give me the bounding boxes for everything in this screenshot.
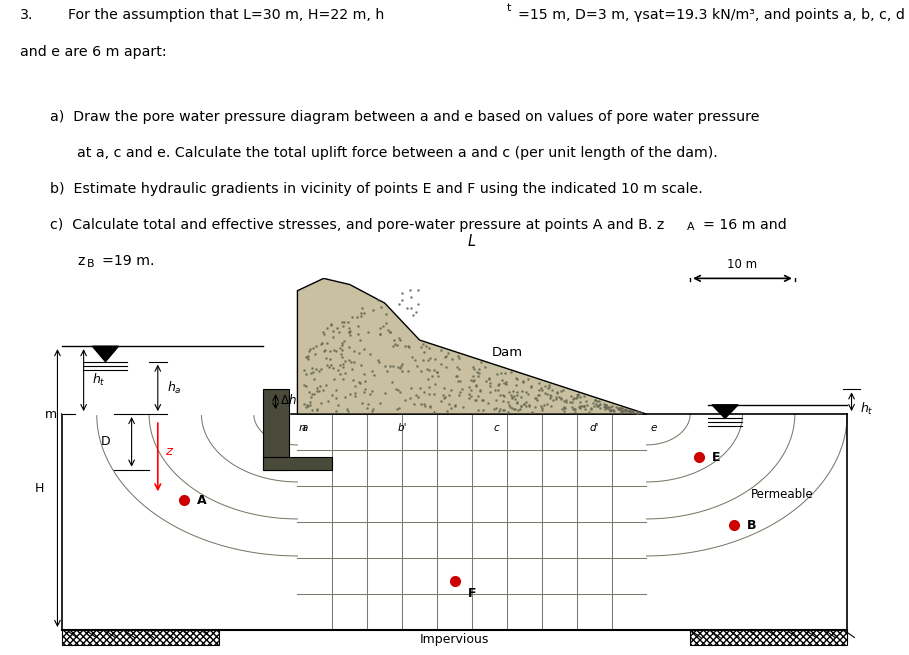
Text: Permeable: Permeable: [751, 488, 814, 501]
Bar: [263, 457, 333, 470]
Text: c)  Calculate total and effective stresses, and pore-water pressure at points A : c) Calculate total and effective stresse…: [50, 218, 664, 233]
Text: L: L: [468, 234, 476, 249]
Text: m: m: [45, 407, 57, 421]
Text: A: A: [687, 223, 694, 233]
Bar: [62, 630, 219, 645]
Text: 10 m: 10 m: [727, 258, 757, 271]
Text: b': b': [398, 423, 407, 434]
Text: H: H: [35, 481, 45, 495]
Text: z: z: [165, 445, 172, 458]
Text: and e are 6 m apart:: and e are 6 m apart:: [20, 45, 166, 58]
Polygon shape: [297, 278, 646, 414]
Bar: [263, 389, 289, 470]
Text: a)  Draw the pore water pressure diagram between a and e based on values of pore: a) Draw the pore water pressure diagram …: [50, 109, 760, 124]
Text: A: A: [197, 494, 206, 507]
Text: Dam: Dam: [491, 346, 523, 359]
Text: b)  Estimate hydraulic gradients in vicinity of points E and F using the indicat: b) Estimate hydraulic gradients in vicin…: [50, 182, 703, 196]
Text: n: n: [298, 423, 305, 434]
Polygon shape: [93, 346, 118, 362]
Text: a: a: [302, 423, 308, 434]
Text: =15 m, D=3 m, γsat=19.3 kN/m³, and points a, b, c, d: =15 m, D=3 m, γsat=19.3 kN/m³, and point…: [518, 9, 905, 22]
Text: $h_t$: $h_t$: [860, 402, 874, 417]
Text: For the assumption that L=30 m, H=22 m, h: For the assumption that L=30 m, H=22 m, …: [68, 9, 385, 22]
Text: 3.: 3.: [20, 9, 34, 22]
Text: $h_a$: $h_a$: [166, 380, 181, 396]
Text: $h_t$: $h_t$: [93, 372, 106, 388]
Text: z: z: [77, 254, 85, 269]
Polygon shape: [712, 405, 738, 419]
Text: B: B: [87, 259, 95, 269]
Text: d': d': [590, 423, 599, 434]
Text: D: D: [101, 436, 110, 448]
Text: F: F: [467, 587, 476, 600]
Text: E: E: [712, 451, 721, 464]
Text: at a, c and e. Calculate the total uplift force between a and c (per unit length: at a, c and e. Calculate the total uplif…: [77, 146, 718, 160]
Text: =19 m.: =19 m.: [102, 254, 155, 269]
Text: t: t: [507, 3, 512, 12]
Text: c: c: [494, 423, 500, 434]
Text: = 16 m and: = 16 m and: [703, 218, 786, 233]
Bar: [690, 630, 847, 645]
Text: Impervious: Impervious: [420, 633, 489, 646]
Text: e: e: [651, 423, 657, 434]
Text: B: B: [747, 519, 756, 532]
Text: $\Delta h$: $\Delta h$: [280, 394, 296, 407]
